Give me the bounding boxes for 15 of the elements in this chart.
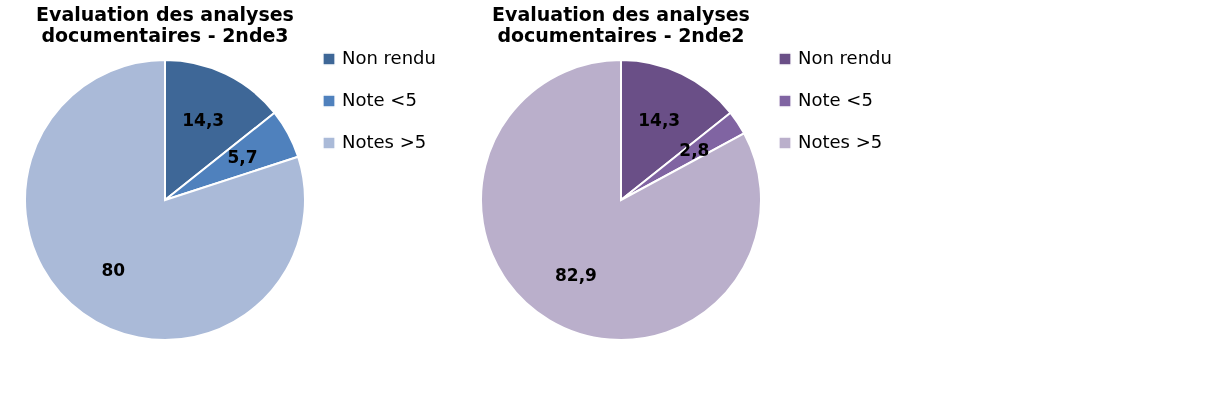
data-label: 14,3 bbox=[638, 109, 681, 130]
chart-title: Evaluation des analyses documentaires - 2nde2 bbox=[492, 3, 750, 46]
legend-label: Non rendu bbox=[342, 47, 436, 68]
chart-title: Evaluation des analyses documentaires - 2nde3 bbox=[36, 3, 294, 46]
pie-slice bbox=[24, 59, 306, 341]
data-label: 80 bbox=[101, 260, 126, 281]
data-label: 5,7 bbox=[227, 147, 258, 168]
data-label: 82,9 bbox=[554, 264, 597, 285]
data-label: 14,3 bbox=[182, 109, 225, 130]
legend-label: Notes >5 bbox=[798, 131, 883, 152]
legend-label: Note <5 bbox=[342, 89, 417, 110]
legend-label: Non rendu bbox=[798, 47, 892, 68]
legend-label: Notes >5 bbox=[342, 131, 427, 152]
legend-label: Note <5 bbox=[798, 89, 873, 110]
pie-slice bbox=[480, 59, 762, 341]
